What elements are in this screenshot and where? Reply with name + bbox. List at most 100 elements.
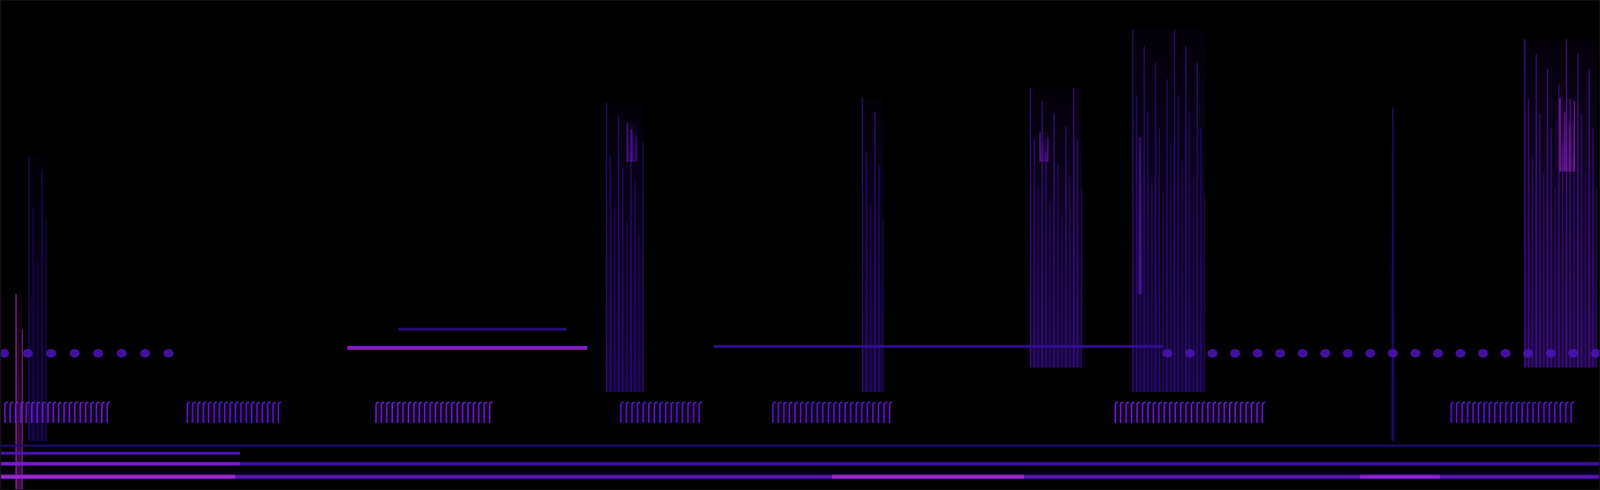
burst-line <box>1204 194 1205 393</box>
tonal-band <box>346 346 588 351</box>
burst-line <box>1143 45 1145 393</box>
burst-line <box>1147 111 1149 393</box>
pulse-train-area <box>773 402 890 424</box>
burst-line <box>1073 88 1075 369</box>
burst-area <box>1040 132 1049 162</box>
burst-line <box>1081 190 1082 369</box>
dot <box>163 349 174 358</box>
burst-line <box>1166 79 1168 393</box>
spectrogram <box>0 0 1600 490</box>
burst <box>1132 29 1205 393</box>
burst-line <box>1573 101 1575 172</box>
burst-line <box>1192 178 1194 393</box>
burst <box>1390 108 1396 442</box>
tonal-band <box>0 474 236 480</box>
burst-line <box>1577 54 1579 369</box>
burst <box>28 156 47 442</box>
burst-line <box>1200 128 1202 393</box>
pulse-train <box>620 402 702 424</box>
burst-area <box>28 156 47 442</box>
dot <box>1230 349 1241 358</box>
burst-line <box>618 115 620 393</box>
dot <box>116 349 127 358</box>
dot <box>1253 349 1263 358</box>
burst-line <box>15 293 17 490</box>
dot <box>1320 349 1331 358</box>
tonal-band <box>0 452 241 456</box>
burst-line <box>626 221 627 393</box>
burst-line <box>1562 143 1564 368</box>
burst-line <box>1196 62 1198 393</box>
burst-line <box>1524 39 1526 369</box>
burst-line <box>882 218 884 393</box>
burst-line <box>1039 132 1041 162</box>
burst-line <box>626 122 628 163</box>
dot-train <box>1162 349 1600 358</box>
burst-line <box>1053 113 1055 369</box>
burst-line <box>1585 173 1586 369</box>
burst-line <box>1566 39 1567 369</box>
pulse <box>489 402 493 424</box>
burst-line <box>1154 62 1156 393</box>
burst-line <box>1543 173 1545 369</box>
burst-line <box>1568 125 1570 172</box>
burst-line <box>1554 188 1556 369</box>
burst <box>1525 39 1598 369</box>
burst-line <box>638 234 640 393</box>
pulse-train-area <box>375 402 490 424</box>
dot <box>1207 349 1218 358</box>
background <box>0 0 1600 490</box>
pulse-train <box>1450 402 1574 424</box>
tonal-band <box>713 345 1164 349</box>
burst <box>862 98 883 393</box>
burst-line <box>1580 113 1582 368</box>
pulse-train-area <box>187 402 279 424</box>
burst-line <box>1558 84 1560 369</box>
burst-line <box>1151 178 1152 393</box>
dot <box>1478 349 1489 358</box>
tonal-band <box>0 462 1600 466</box>
burst <box>606 103 644 393</box>
pulse <box>889 402 893 424</box>
burst <box>1040 132 1049 162</box>
burst <box>1559 98 1574 172</box>
burst-area <box>1137 137 1143 294</box>
dot <box>1387 349 1398 358</box>
burst-line <box>630 129 632 393</box>
burst-line <box>878 164 880 393</box>
pulse-train <box>4 402 111 424</box>
burst-line <box>1061 215 1063 369</box>
burst-line <box>1527 98 1529 368</box>
burst <box>1137 137 1143 294</box>
pulse-train <box>187 402 282 424</box>
pulse-train <box>375 402 493 424</box>
burst-line <box>41 169 43 441</box>
burst-line <box>614 208 615 393</box>
burst-line <box>1045 151 1047 369</box>
burst-line <box>1049 202 1051 369</box>
burst-line <box>1596 188 1598 369</box>
dot <box>0 349 10 358</box>
burst-line <box>1047 137 1049 162</box>
burst-line <box>1392 108 1393 442</box>
burst-line <box>1033 139 1035 369</box>
burst-line <box>1159 128 1160 393</box>
burst-line <box>1535 54 1537 369</box>
burst-line <box>866 151 868 393</box>
burst-line <box>1038 190 1039 369</box>
burst-line <box>1057 164 1058 369</box>
dot <box>1274 349 1285 358</box>
burst <box>1030 88 1082 369</box>
burst-line <box>1185 45 1186 393</box>
pulse-train <box>1115 402 1266 424</box>
burst-line <box>1573 159 1575 369</box>
burst-line <box>1162 194 1164 393</box>
dot <box>1365 349 1376 358</box>
burst-line <box>622 168 624 393</box>
burst-line <box>634 181 636 393</box>
burst-line <box>1559 98 1561 172</box>
dot-train <box>0 349 174 358</box>
burst-line <box>1139 137 1140 294</box>
burst-line <box>605 103 607 393</box>
burst-area <box>606 103 644 393</box>
